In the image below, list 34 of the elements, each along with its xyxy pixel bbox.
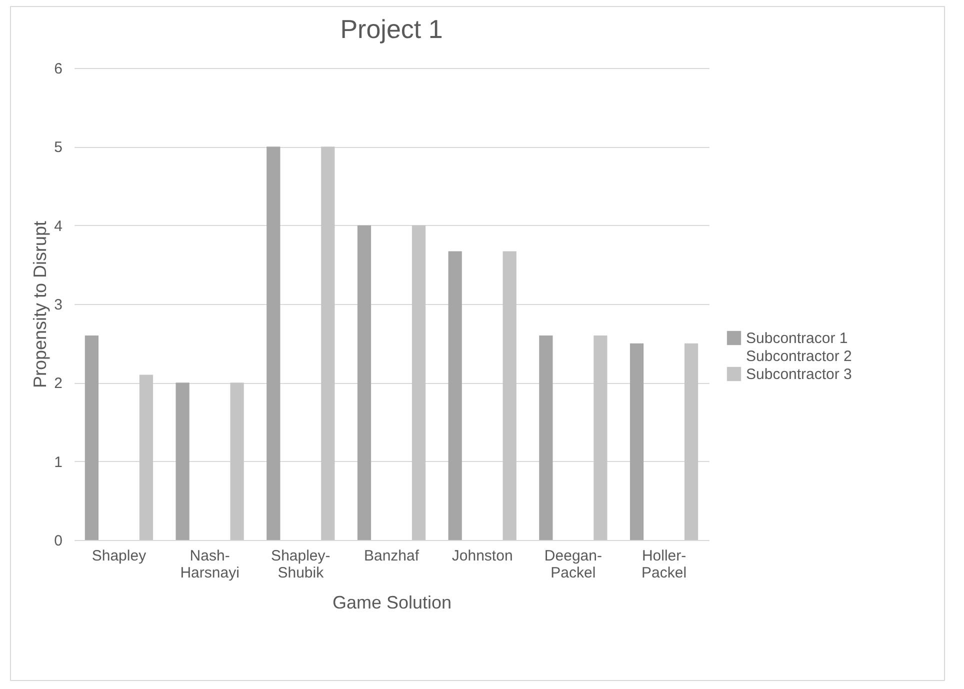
bar <box>321 146 335 540</box>
bar <box>266 146 280 540</box>
y-tick-label: 4 <box>54 218 62 235</box>
legend-label: Subcontracor 1 <box>746 330 848 347</box>
x-tick-label: Banzhaf <box>364 548 420 564</box>
legend-label: Subcontractor 3 <box>746 366 852 383</box>
text: Subcontractor 2 <box>746 348 852 365</box>
bar <box>502 251 516 540</box>
x-tick-label: Deegan-Packel <box>544 548 602 582</box>
bar <box>230 382 244 540</box>
chart-title: Project 1 <box>340 14 443 44</box>
bar <box>448 251 462 540</box>
bar <box>357 225 372 540</box>
y-tick-label: 1 <box>54 454 62 471</box>
y-tick-label: 6 <box>54 60 62 78</box>
x-axis-title: Game Solution <box>332 592 452 612</box>
x-tick-label: Holler-Packel <box>642 548 687 582</box>
bar <box>412 225 426 540</box>
x-tick-label: Shapley-Shubik <box>271 548 330 582</box>
bar <box>139 374 154 540</box>
x-tick-label: Shapley <box>92 548 147 564</box>
bar <box>684 343 698 540</box>
x-tick-label: Nash-Harsnayi <box>180 548 240 582</box>
y-axis-title: Propensity to Disrupt <box>30 220 50 388</box>
bar <box>84 335 99 540</box>
y-tick-label: 0 <box>54 532 62 550</box>
y-tick-label: 3 <box>54 296 62 314</box>
bar <box>539 335 553 540</box>
bar <box>176 382 190 540</box>
bar <box>630 343 644 540</box>
x-tick-label: Johnston <box>452 548 513 564</box>
y-tick-label: 2 <box>54 375 62 392</box>
bar <box>594 335 608 540</box>
y-tick-label: 5 <box>54 139 62 156</box>
